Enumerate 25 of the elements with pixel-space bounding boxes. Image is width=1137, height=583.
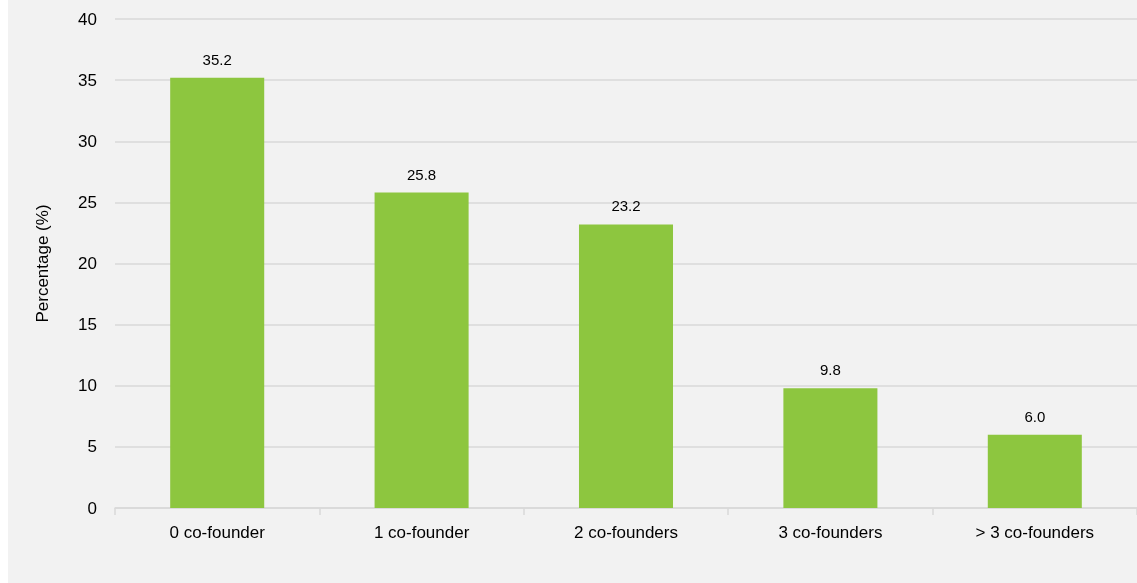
data-label: 23.2	[611, 197, 641, 215]
y-tick-label: 20	[78, 254, 97, 273]
x-tick-label: 1 co-founder	[373, 523, 470, 542]
y-tick-label: 15	[78, 315, 97, 335]
y-axis-title: Percentage (%)	[33, 204, 52, 323]
bar	[783, 388, 878, 508]
bar	[987, 434, 1082, 508]
x-tick-label: 2 co-founders	[574, 523, 678, 542]
y-tick-label: 40	[78, 9, 97, 29]
y-tick-label: 25	[78, 192, 97, 212]
x-tick-label: 3 co-founders	[778, 523, 883, 542]
y-tick-label: 30	[78, 131, 97, 151]
data-label: 35.2	[202, 50, 232, 68]
data-label: 9.8	[819, 361, 841, 379]
data-label: 6.0	[1024, 407, 1046, 425]
bar	[374, 192, 469, 508]
y-tick-label: 35	[78, 70, 97, 90]
y-tick-label: 0	[87, 498, 97, 518]
y-tick-label: 10	[78, 376, 97, 396]
bar	[578, 224, 674, 508]
data-label: 25.8	[407, 165, 437, 183]
bar	[170, 77, 265, 508]
x-tick-label: > 3 co-founders	[975, 523, 1095, 542]
x-tick-label: 0 co-founder	[169, 523, 266, 542]
y-tick-label: 5	[87, 437, 97, 457]
